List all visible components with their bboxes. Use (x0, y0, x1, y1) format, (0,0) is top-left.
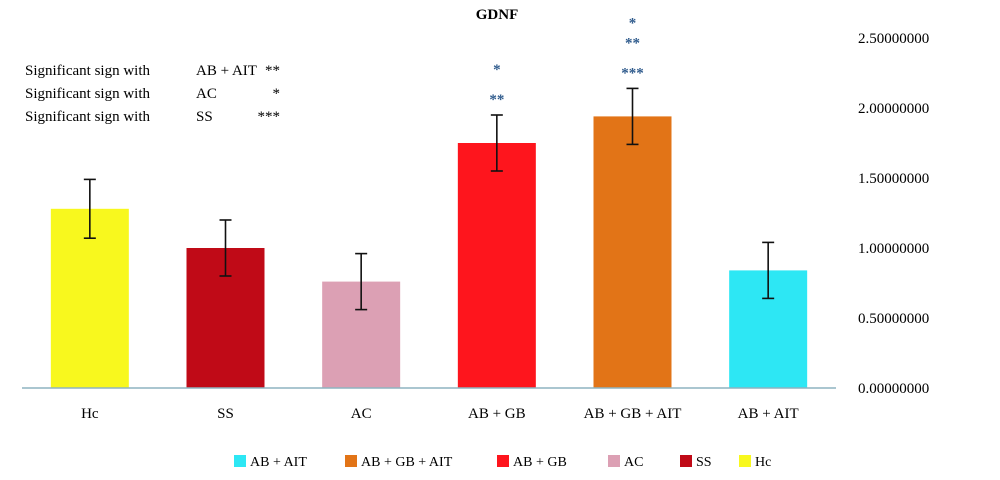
category-label-5: AB + GB + AIT (584, 406, 682, 422)
annotation-label: Significant sign with (25, 86, 150, 102)
legend-label: AB + GB + AIT (361, 455, 453, 470)
category-label-3: AC (351, 406, 372, 422)
annotation-group: SS (196, 109, 213, 125)
error-bar-3 (355, 252, 368, 311)
chart-title: GDNF (476, 7, 519, 23)
annotation-mark: *** (258, 109, 281, 125)
error-bar-4 (490, 114, 503, 172)
sig-stars-upper-5: ** (625, 35, 640, 51)
error-bar-5 (626, 87, 639, 146)
legend-item: SS (680, 455, 712, 470)
legend-item: AC (608, 455, 643, 470)
annotation-mark: ** (265, 63, 280, 79)
annotation-row: Significant sign with AC * (25, 86, 280, 102)
bar-4 (457, 143, 536, 388)
legend-swatch (345, 455, 357, 467)
legend-label: Hc (755, 455, 771, 470)
bar-5 (593, 116, 672, 389)
annotation-row: Significant sign with SS *** (25, 109, 280, 125)
category-label-4: AB + GB (468, 406, 526, 422)
legend-item: AB + GB (497, 455, 567, 470)
category-label-2: SS (217, 406, 234, 422)
y-tick-label: 2.50000000 (858, 31, 929, 47)
y-tick-label: 0.50000000 (858, 311, 929, 327)
legend-item: AB + AIT (234, 455, 307, 470)
legend-swatch (234, 455, 246, 467)
error-bar-2 (219, 219, 232, 277)
legend-swatch (739, 455, 751, 467)
annotation-label: Significant sign with (25, 109, 150, 125)
significance-annotations: Significant sign with AB + AIT **Significa… (25, 63, 280, 125)
legend-swatch (608, 455, 620, 467)
legend-item: Hc (739, 455, 771, 470)
legend: AB + AIT AB + GB + AIT AB + GB AC SS Hc (234, 455, 771, 470)
legend-label: AB + GB (513, 455, 567, 470)
annotation-label: Significant sign with (25, 63, 150, 79)
annotation-group: AB + AIT (196, 63, 257, 79)
legend-label: AB + AIT (250, 455, 307, 470)
category-labels: Hc SS AC AB + GB AB + GB + AIT AB + AIT (81, 406, 799, 422)
annotation-group: AC (196, 86, 217, 102)
category-label-1: Hc (81, 406, 99, 422)
sig-stars-upper-5: * (629, 15, 637, 31)
y-tick-label: 1.50000000 (858, 171, 929, 187)
error-bar-1 (83, 178, 96, 239)
legend-label: SS (696, 455, 712, 470)
error-bar-6 (762, 241, 775, 300)
significance-stars: *** ****** (489, 15, 643, 108)
sig-stars-lower-5: *** (621, 65, 644, 81)
y-tick-label: 1.00000000 (858, 241, 929, 257)
y-tick-label: 2.00000000 (858, 101, 929, 117)
legend-swatch (680, 455, 692, 467)
sig-stars-upper-4: * (493, 62, 501, 78)
legend-swatch (497, 455, 509, 467)
annotation-mark: * (273, 86, 281, 102)
legend-label: AC (624, 455, 643, 470)
legend-item: AB + GB + AIT (345, 455, 453, 470)
category-label-6: AB + AIT (738, 406, 799, 422)
bars (50, 116, 808, 389)
y-tick-labels: 0.00000000 0.50000000 1.00000000 1.50000000… (858, 31, 929, 397)
error-bars (83, 87, 775, 311)
annotation-row: Significant sign with AB + AIT ** (25, 63, 280, 79)
y-tick-label: 0.00000000 (858, 381, 929, 397)
sig-stars-lower-4: ** (489, 92, 504, 108)
